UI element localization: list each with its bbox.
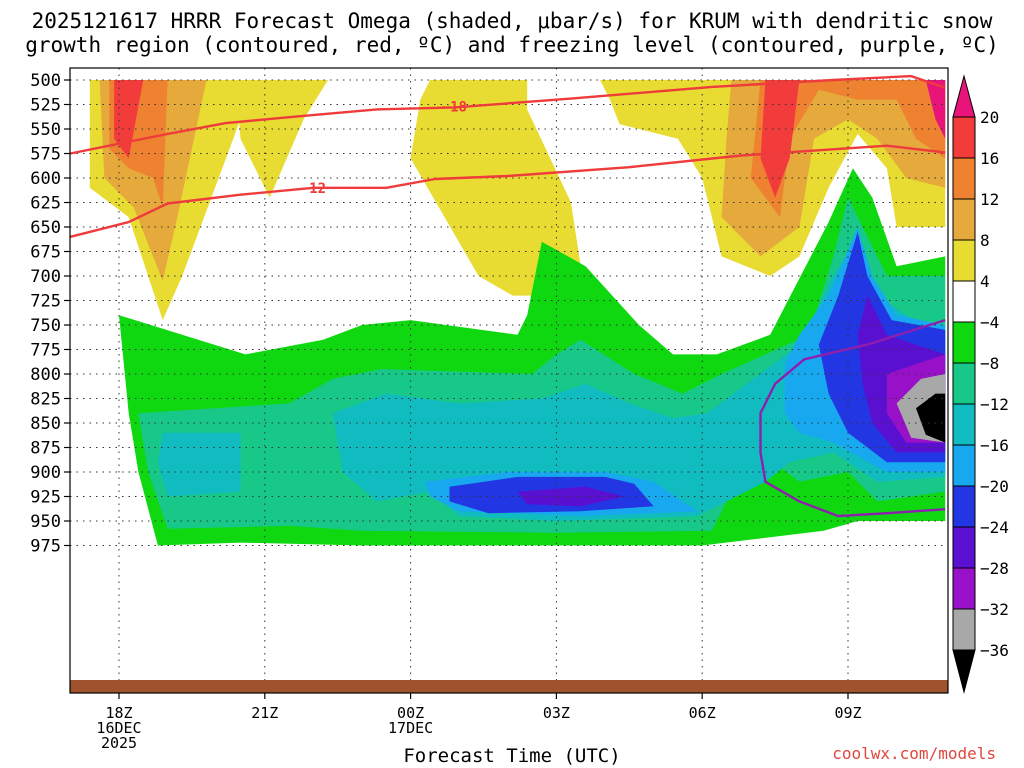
chart-title-line-1: 2025121617 HRRR Forecast Omega (shaded, … <box>31 9 993 33</box>
colorbar-label-12: −32 <box>980 600 1009 619</box>
colorbar-bin-11 <box>952 526 976 569</box>
x-tick-label-6-1: 17DEC <box>388 719 433 737</box>
y-tick-label-650: 650 <box>30 218 61 238</box>
plot-frame <box>69 67 949 694</box>
y-tick-label-625: 625 <box>30 194 61 214</box>
y-tick-label-925: 925 <box>30 488 61 508</box>
y-axis-ticks: 500 525 550 575 600 625 650 675 700 725 750 775 800 8… <box>30 71 70 557</box>
y-tick-label-700: 700 <box>30 267 61 287</box>
y-tick-label-825: 825 <box>30 390 61 410</box>
colorbar-bin-4 <box>952 239 976 282</box>
colorbar-label-1: 16 <box>980 149 999 168</box>
omega-region-3 <box>114 80 144 159</box>
omega-region-13 <box>157 432 241 497</box>
y-tick-label-750: 750 <box>30 316 61 336</box>
colorbar-bin-8 <box>952 403 976 446</box>
x-tick-label-12-0: 06Z <box>689 704 716 722</box>
colorbar-label-0: 20 <box>980 108 999 127</box>
colorbar-label-7: −12 <box>980 395 1009 414</box>
colorbar-label-4: 4 <box>980 272 990 291</box>
y-tick-label-975: 975 <box>30 537 61 557</box>
credit-text: coolwx.com/models <box>832 744 996 763</box>
omega-region-5 <box>410 80 581 296</box>
y-tick-label-900: 900 <box>30 463 61 483</box>
colorbar-bin-7 <box>952 362 976 405</box>
colorbar-bin-13 <box>952 608 976 651</box>
y-tick-label-800: 800 <box>30 365 61 385</box>
x-tick-label-6-0: 00Z <box>397 704 424 722</box>
x-tick-label-0-2: 2025 <box>101 734 137 752</box>
colorbar-label-10: −24 <box>980 518 1009 537</box>
omega-region-10 <box>925 80 946 139</box>
x-tick-label-15-0: 09Z <box>834 704 861 722</box>
chart-title-line-2: growth region (contoured, red, ºC) and f… <box>25 33 999 57</box>
temperature-contours: −18 −12 <box>70 74 946 518</box>
colorbar-bin-3 <box>952 198 976 241</box>
colorbar-bottom-triangle <box>952 649 976 694</box>
x-axis-label: Forecast Time (UTC) <box>403 745 621 767</box>
colorbar-label-3: 8 <box>980 231 990 250</box>
colorbar-label-9: −20 <box>980 477 1009 496</box>
y-tick-label-875: 875 <box>30 439 61 459</box>
y-tick-label-725: 725 <box>30 292 61 312</box>
y-tick-label-775: 775 <box>30 341 61 361</box>
y-tick-label-500: 500 <box>30 71 61 91</box>
colorbar-bin-5 <box>952 280 976 323</box>
y-tick-label-525: 525 <box>30 96 61 116</box>
contour-line-0 <box>70 74 946 155</box>
colorbar-bin-9 <box>952 444 976 487</box>
colorbar-label-2: 12 <box>980 190 999 209</box>
colorbar-label-13: −36 <box>980 641 1009 660</box>
colorbar-bin-6 <box>952 321 976 364</box>
colorbar-label-11: −28 <box>980 559 1009 578</box>
colorbar: 20 16 12 8 4 −4 −8 −12 −16 −20 −24 −28 −32 −36 <box>952 74 1009 694</box>
y-tick-label-550: 550 <box>30 120 61 140</box>
colorbar-bin-2 <box>952 157 976 200</box>
ground-strip <box>70 680 948 693</box>
x-tick-label-3-0: 21Z <box>251 704 278 722</box>
colorbar-bin-12 <box>952 567 976 610</box>
x-tick-label-9-0: 03Z <box>543 704 570 722</box>
contour-line-2 <box>759 318 946 518</box>
omega-region-8 <box>750 80 946 218</box>
colorbar-bin-10 <box>952 485 976 528</box>
y-tick-label-950: 950 <box>30 512 61 532</box>
colorbar-label-6: −8 <box>980 354 999 373</box>
contour-label-1: −12 <box>301 181 326 197</box>
x-tick-label-0-1: 16DEC <box>96 719 141 737</box>
colorbar-top-triangle <box>952 74 976 118</box>
colorbar-bin-1 <box>952 116 976 159</box>
y-tick-label-675: 675 <box>30 243 61 263</box>
contour-label-0: −18 <box>442 99 467 115</box>
dotted-grid <box>70 68 948 680</box>
omega-region-9 <box>760 80 800 198</box>
omega-region-4 <box>235 80 328 198</box>
omega-region-23 <box>916 393 946 443</box>
y-tick-label-600: 600 <box>30 169 61 189</box>
y-tick-label-850: 850 <box>30 414 61 434</box>
x-tick-label-0-0: 18Z <box>105 704 132 722</box>
colorbar-label-5: −4 <box>980 313 999 332</box>
colorbar-label-8: −16 <box>980 436 1009 455</box>
contour-line-1 <box>70 144 946 238</box>
y-tick-label-575: 575 <box>30 145 61 165</box>
omega-region-14 <box>332 236 946 522</box>
